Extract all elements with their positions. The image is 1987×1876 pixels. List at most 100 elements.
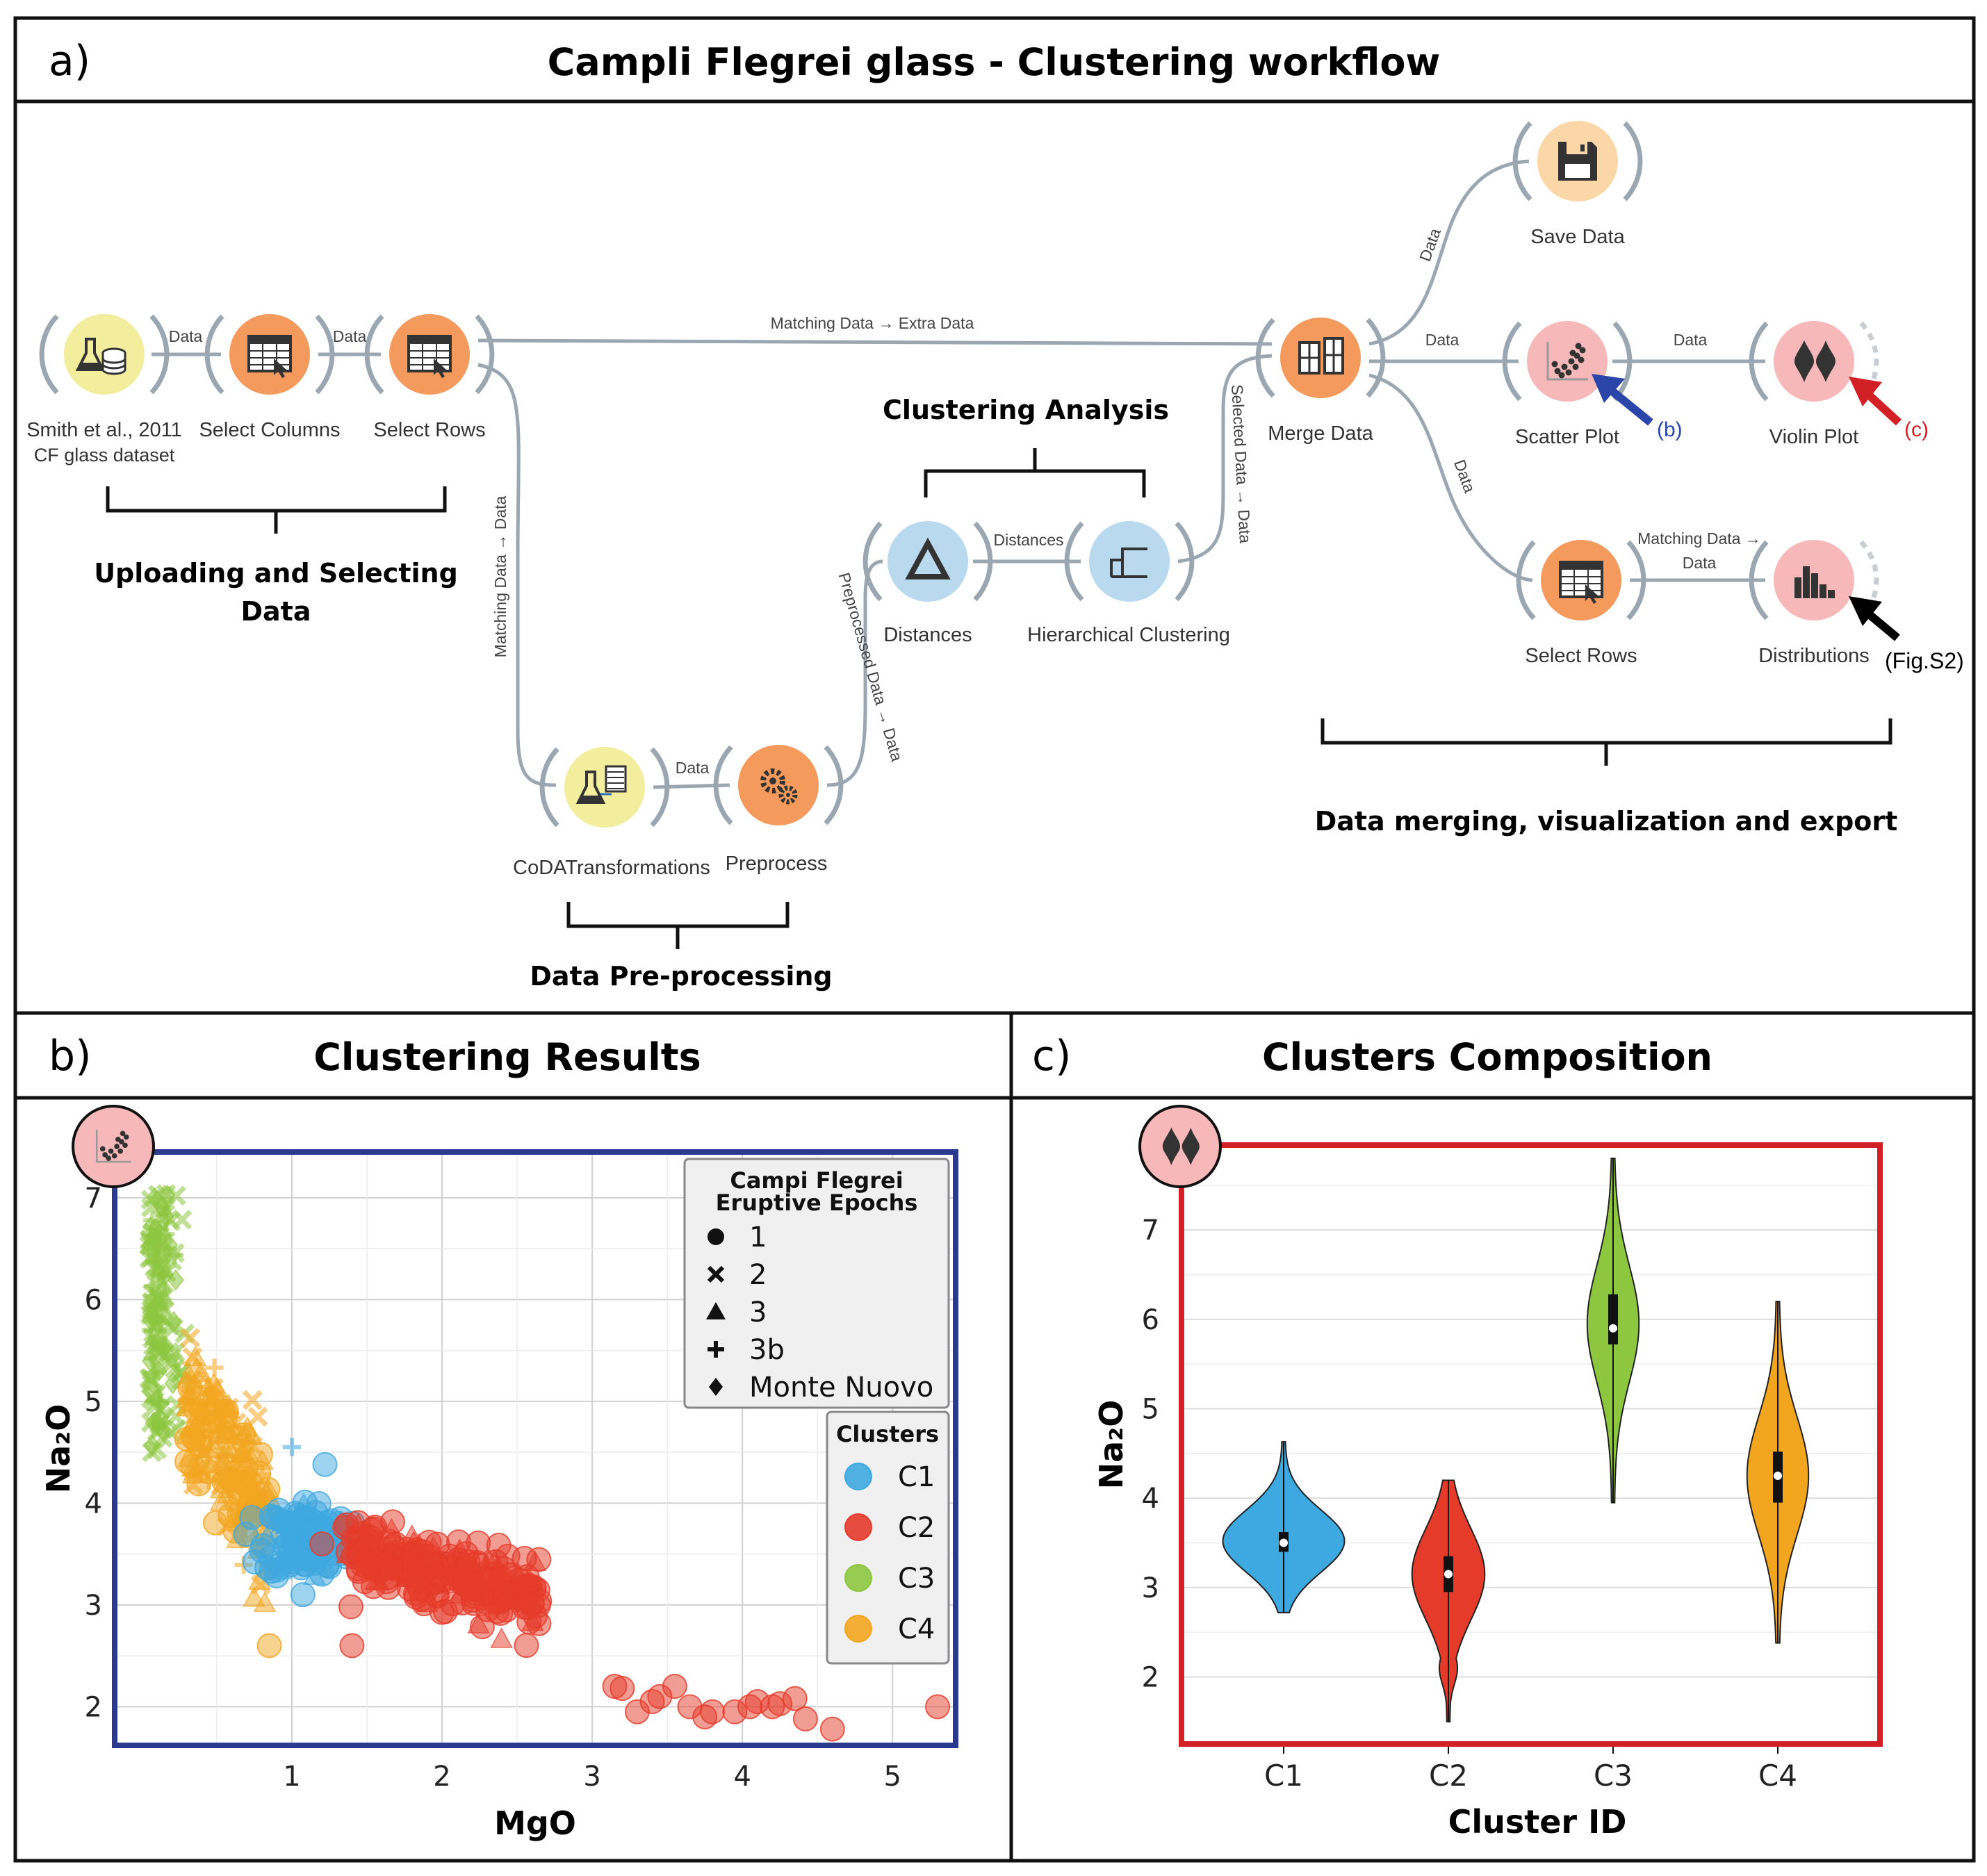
group-label-clustering: Clustering Analysis — [883, 395, 1169, 425]
node-select-columns[interactable]: Select Columns — [199, 314, 341, 441]
scatter-point — [184, 1465, 203, 1484]
node-distances[interactable]: Distances — [862, 521, 993, 646]
scatter-point — [293, 1505, 316, 1526]
scatter-point — [782, 1686, 808, 1711]
link-label-data-1: Data — [169, 327, 203, 345]
legend-epoch-label: Monte Nuovo — [749, 1372, 933, 1404]
group-brackets — [106, 448, 1892, 949]
scatter-point — [792, 1706, 818, 1731]
panel-b: b) Clustering Results 1 2 3 4 5 2 3 4 5 6 7 MgO Na₂O… — [40, 1032, 958, 1842]
scatter-point — [699, 1699, 725, 1725]
legend-epoch-label: 3b — [749, 1334, 785, 1366]
node-preprocess[interactable]: Preprocess — [713, 745, 844, 875]
node-violin[interactable]: Violin Plot — [1749, 321, 1879, 448]
node-label: Preprocess — [726, 853, 828, 875]
link-merge-selectrows2[interactable] — [1368, 373, 1533, 582]
group-labels: Uploading and Selecting Data Data Pre-pr… — [94, 395, 1897, 992]
scatter-point — [312, 1451, 338, 1477]
y-tick-label: 3 — [85, 1590, 102, 1622]
node-label: Smith et al., 2011 — [26, 419, 182, 441]
panel-a-title: Campli Flegrei glass - Clustering workfl… — [548, 40, 1441, 84]
violin-median-dot — [1444, 1570, 1453, 1579]
scatter-point — [187, 1433, 208, 1454]
scatter-point — [205, 1358, 224, 1377]
x-tick-label: 5 — [884, 1761, 901, 1793]
group-label-preprocessing: Data Pre-processing — [530, 961, 832, 992]
violin-median-dot — [1609, 1324, 1617, 1333]
scatter-point — [211, 1447, 235, 1469]
scatter-point — [610, 1675, 635, 1701]
legend-epochs-title-l2: Eruptive Epochs — [716, 1190, 918, 1216]
panel-a: a) Campli Flegrei glass - Clustering wor… — [26, 37, 1964, 992]
scatter-point — [662, 1674, 687, 1700]
node-label: Select Columns — [199, 419, 340, 441]
group-label-uploading-l1: Uploading and Selecting — [94, 558, 458, 589]
y-tick-label: 5 — [85, 1386, 102, 1418]
violin-median-dot — [1279, 1538, 1288, 1547]
bracket-uploading — [106, 486, 447, 534]
scatter-point — [465, 1577, 491, 1603]
scatter-points — [139, 1184, 951, 1742]
x-axis-title: Cluster ID — [1448, 1803, 1627, 1841]
node-select-rows-2[interactable]: Select Rows — [1516, 540, 1646, 667]
arrow-label-c: (c) — [1904, 418, 1929, 441]
link-label-data-6: Data — [1674, 331, 1708, 349]
scatter-point — [199, 1471, 218, 1490]
panel-c-letter: c) — [1032, 1032, 1071, 1080]
violin-chart: C1 C2 C3 C4 2 3 4 5 6 7 Cluster ID Na₂O — [1093, 1105, 1883, 1841]
link-label-matching-extra: Matching Data → Extra Data — [771, 314, 974, 332]
flask-database-icon — [75, 338, 126, 375]
link-merge-save[interactable] — [1368, 159, 1530, 346]
scatter-point — [339, 1633, 365, 1659]
scatter-point — [282, 1438, 301, 1456]
scatter-point — [147, 1337, 165, 1359]
node-scatter[interactable]: Scatter Plot — [1502, 321, 1633, 448]
link-label-distances: Distances — [994, 531, 1064, 549]
scatter-point — [272, 1544, 296, 1565]
legend-cluster-label: C4 — [898, 1613, 935, 1645]
node-label: Merge Data — [1268, 422, 1373, 445]
node-hier[interactable]: Hierarchical Clustering — [1027, 521, 1230, 646]
node-label: Select Rows — [373, 419, 485, 441]
scatter-point — [248, 1442, 274, 1467]
link-label-data-7: Data — [1450, 457, 1479, 495]
link-preprocess-distances[interactable] — [826, 559, 883, 787]
node-label: Hierarchical Clustering — [1027, 624, 1230, 646]
node-save[interactable]: Save Data — [1512, 121, 1643, 248]
node-label: Distances — [883, 624, 972, 646]
node-coda[interactable]: CoDATransformations — [513, 747, 710, 879]
x-tick-label: 3 — [583, 1761, 600, 1793]
scatter-point — [247, 1406, 268, 1427]
node-dataset[interactable]: Smith et al., 2011 CF glass dataset — [26, 314, 182, 466]
scatter-point — [185, 1357, 208, 1378]
histogram-icon — [1794, 566, 1835, 598]
link-hier-merge[interactable] — [1177, 354, 1273, 563]
legend-epoch-label: 1 — [749, 1221, 767, 1253]
y-tick-label: 5 — [1142, 1394, 1159, 1426]
link-selectrows-coda[interactable] — [477, 363, 557, 787]
link-selectrows-merge[interactable] — [477, 338, 1273, 346]
arrow-label-b: (b) — [1657, 418, 1683, 441]
x-axis-title: MgO — [494, 1804, 576, 1842]
scatter-point — [172, 1209, 193, 1230]
scatter-point — [427, 1573, 451, 1595]
node-select-rows-1[interactable]: Select Rows — [364, 314, 495, 441]
node-merge[interactable]: Merge Data — [1255, 318, 1386, 445]
workflow-links — [152, 159, 1765, 789]
merge-table-icon — [1298, 337, 1344, 375]
y-axis-title: Na₂O — [40, 1404, 77, 1494]
legend-epoch-label: 3 — [749, 1297, 767, 1328]
scatter-point — [416, 1543, 441, 1569]
x-tick-label: C3 — [1594, 1759, 1633, 1793]
node-label: Distributions — [1758, 645, 1870, 667]
scatter-point — [819, 1716, 845, 1742]
y-tick-label: 4 — [1142, 1483, 1159, 1515]
scatter-point — [221, 1419, 245, 1440]
arrow-to-b: (b) — [1592, 374, 1683, 441]
node-distributions[interactable]: Distributions — [1749, 540, 1879, 667]
scatter-point — [183, 1474, 204, 1495]
panel-c: c) Clusters Composition C1 C2 C3 C4 2 3 4 5 6 7 Cl… — [1032, 1032, 1883, 1841]
link-label-data-5: Data — [1425, 331, 1459, 349]
table-rows-cursor-icon — [407, 335, 452, 378]
violin-frame — [1179, 1142, 1883, 1747]
